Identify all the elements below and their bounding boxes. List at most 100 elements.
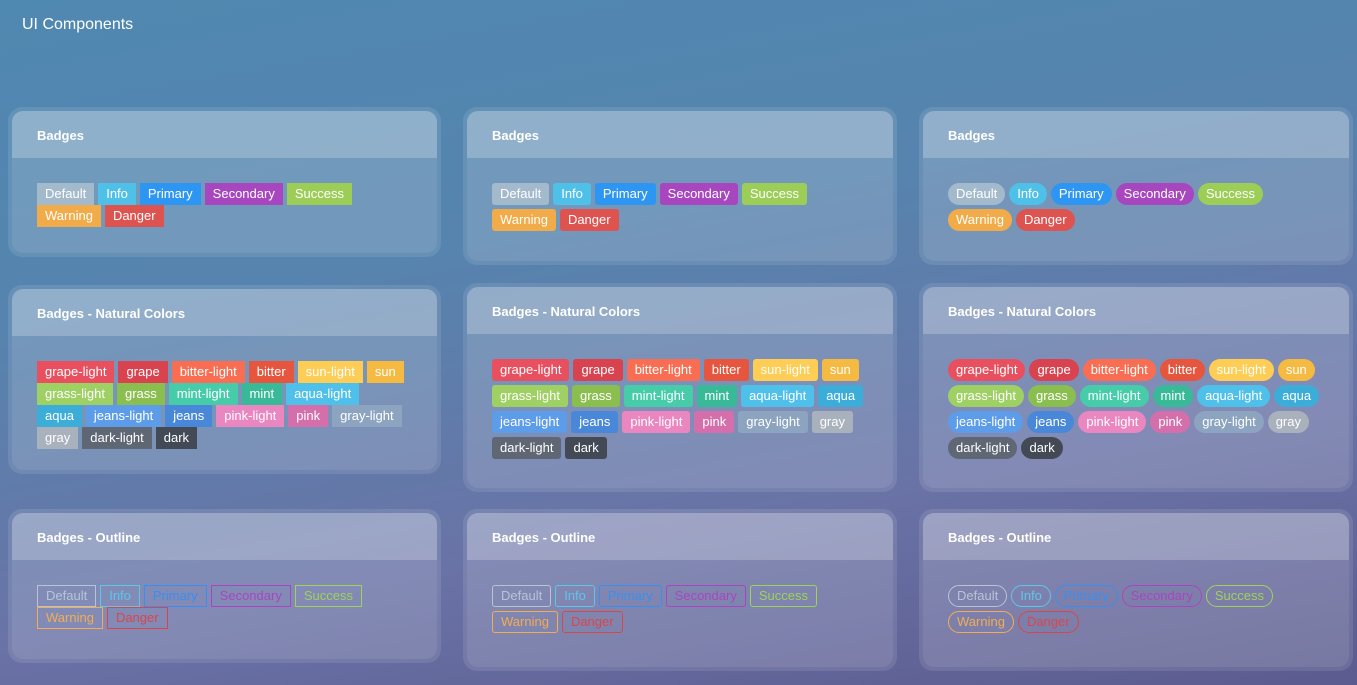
badge-aqua-light: aqua-light [741, 385, 815, 407]
card-outline: Badges - Outline Default Info Primary Second… [8, 509, 441, 663]
badge-dark-light: dark-light [82, 427, 152, 449]
badge-sun-light: sun-light [752, 359, 818, 381]
badge-grape-light: grape-light [948, 359, 1026, 381]
badge-jeans-light: jeans-light [948, 411, 1024, 433]
badge-primary: Primary [143, 585, 207, 607]
badge-success: Success [1197, 183, 1263, 205]
badge-grass-light: grass-light [37, 383, 113, 405]
badge-success: Success [1205, 585, 1273, 607]
badge-primary: Primary [139, 183, 201, 205]
card-outline: Badges - Outline Default Info Primary Second… [463, 509, 897, 671]
badge-info: Info [553, 183, 591, 205]
badge-sun-light: sun-light [1208, 359, 1274, 381]
card-title: Badges - Outline [467, 513, 893, 560]
badge-mint-light: mint-light [1079, 385, 1149, 407]
badge-info: Info [1009, 183, 1047, 205]
badge-success: Success [294, 585, 362, 607]
badge-danger: Danger [104, 205, 164, 227]
badge-gray: gray [811, 411, 853, 433]
badge-list: Default Info Primary Secondary Success Warnin… [12, 560, 437, 654]
badge-success: Success [741, 183, 807, 205]
badge-warning: Warning [948, 611, 1014, 633]
badge-bitter: bitter [703, 359, 749, 381]
badge-mint-light: mint-light [623, 385, 693, 407]
card-badges: Badges Default Info Primary Secondary Success… [919, 107, 1353, 265]
badge-grape-light: grape-light [37, 361, 115, 383]
card-panel: Badges Default Info Primary Secondary Success… [12, 111, 437, 253]
badge-dark: dark [155, 427, 198, 449]
card-panel: Badges - Outline Default Info Primary Second… [923, 513, 1349, 667]
card-title: Badges - Outline [923, 513, 1349, 560]
badge-dark-light: dark-light [492, 437, 562, 459]
badge-default: Default [948, 585, 1008, 607]
badge-warning: Warning [37, 607, 103, 629]
badge-bitter: bitter [1159, 359, 1205, 381]
badge-pink: pink [1150, 411, 1191, 433]
badge-bitter-light: bitter-light [1082, 359, 1156, 381]
badge-secondary: Secondary [665, 585, 746, 607]
badge-default: Default [37, 585, 97, 607]
badge-bitter-light: bitter-light [171, 361, 245, 383]
badge-grass: grass [1027, 385, 1076, 407]
card-title: Badges - Outline [12, 513, 437, 560]
badge-pink-light: pink-light [216, 405, 285, 427]
badge-mint: mint [696, 385, 738, 407]
badge-dark-light: dark-light [948, 437, 1018, 459]
badge-success: Success [286, 183, 352, 205]
badge-warning: Warning [492, 611, 558, 633]
card-panel: Badges Default Info Primary Secondary Success… [923, 111, 1349, 261]
badge-list: Default Info Primary Secondary Success Warnin… [467, 158, 893, 260]
badge-grass-light: grass-light [492, 385, 568, 407]
card-title: Badges [467, 111, 893, 158]
card-natural: Badges - Natural Colors grape-light grape b… [8, 285, 441, 474]
badge-mint: mint [241, 383, 283, 405]
badge-dark: dark [565, 437, 607, 459]
badge-list: grape-light grape bitter-light bitter sun-li… [467, 334, 893, 488]
badge-jeans: jeans [165, 405, 213, 427]
card-title: Badges - Natural Colors [467, 287, 893, 334]
badge-primary: Primary [1054, 585, 1118, 607]
badge-danger: Danger [561, 611, 623, 633]
badge-default: Default [948, 183, 1006, 205]
badge-secondary: Secondary [1115, 183, 1194, 205]
page-title: UI Components [22, 16, 134, 33]
badge-success: Success [749, 585, 817, 607]
badge-list: Default Info Primary Secondary Success Warnin… [923, 560, 1349, 662]
badge-grass-light: grass-light [948, 385, 1024, 407]
badge-aqua: aqua [1274, 385, 1320, 407]
badge-default: Default [492, 585, 552, 607]
badge-list: grape-light grape bitter-light bitter sun-li… [12, 336, 437, 470]
card-title: Badges [12, 111, 437, 158]
badge-danger: Danger [106, 607, 168, 629]
card-natural: Badges - Natural Colors grape-light grape b… [463, 283, 897, 492]
badge-bitter: bitter [248, 361, 294, 383]
badge-info: Info [555, 585, 595, 607]
badge-gray: gray [1267, 411, 1309, 433]
card-title: Badges [923, 111, 1349, 158]
badge-sun: sun [1277, 359, 1315, 381]
badge-secondary: Secondary [204, 183, 283, 205]
badge-sun: sun [821, 359, 859, 381]
badge-warning: Warning [37, 205, 101, 227]
badge-jeans-light: jeans-light [492, 411, 568, 433]
badge-jeans: jeans [571, 411, 619, 433]
card-panel: Badges Default Info Primary Secondary Success… [467, 111, 893, 261]
badge-mint-light: mint-light [168, 383, 238, 405]
card-panel: Badges - Natural Colors grape-light grape b… [12, 289, 437, 470]
badge-primary: Primary [594, 183, 656, 205]
badge-sun: sun [366, 361, 404, 383]
badge-danger: Danger [1017, 611, 1079, 633]
badge-gray-light: gray-light [738, 411, 808, 433]
badge-list: grape-light grape bitter-light bitter sun-li… [923, 334, 1349, 488]
badge-list: Default Info Primary Secondary Success Warnin… [467, 560, 893, 662]
badge-grape: grape [118, 361, 168, 383]
badge-secondary: Secondary [1121, 585, 1202, 607]
badge-pink-light: pink-light [622, 411, 691, 433]
badge-info: Info [1011, 585, 1051, 607]
badge-secondary: Secondary [659, 183, 738, 205]
card-panel: Badges - Natural Colors grape-light grape b… [467, 287, 893, 488]
badge-aqua-light: aqua-light [286, 383, 360, 405]
badge-dark: dark [1021, 437, 1063, 459]
badge-grape-light: grape-light [492, 359, 570, 381]
card-title: Badges - Natural Colors [12, 289, 437, 336]
